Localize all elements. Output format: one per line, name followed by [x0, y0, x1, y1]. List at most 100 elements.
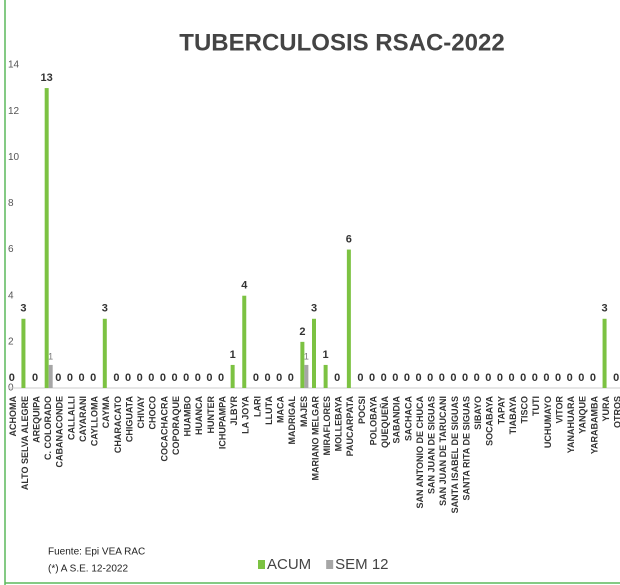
source-note: (*) A S.E. 12-2022 [48, 564, 128, 575]
value-label: 0 [416, 372, 422, 384]
value-label: 0 [427, 372, 433, 384]
x-tick-label: SAN JUAN DE TARUCANI [438, 396, 448, 506]
x-tick-label: JLBYR [229, 396, 239, 426]
value-label: 0 [532, 372, 538, 384]
x-tick-label: HUNTER [206, 396, 216, 434]
source-note: Fuente: Epi VEA RAC [48, 547, 145, 558]
x-tick-label: MIRAFLORES [322, 396, 332, 456]
value-label: 0 [55, 372, 61, 384]
value-label: 0 [78, 372, 84, 384]
x-tick-label: CAYARANI [78, 396, 88, 442]
bar [48, 364, 53, 388]
x-tick-label: MACA [276, 396, 286, 423]
x-tick-label: CABANACONDE [55, 396, 65, 468]
x-tick-label: UCHUMAYO [543, 396, 553, 448]
y-tick-label: 10 [8, 152, 20, 163]
value-label: 3 [311, 303, 317, 315]
value-label: 0 [613, 372, 619, 384]
value-label: 0 [125, 372, 131, 384]
y-tick-label: 8 [8, 198, 14, 209]
x-tick-label: CHIGUATA [124, 396, 134, 443]
value-label: 0 [206, 372, 212, 384]
value-label: 0 [485, 372, 491, 384]
x-tick-label: CAYLLOMA [90, 396, 100, 447]
value-label: 13 [41, 72, 53, 84]
x-tick-label: MOLLEBAYA [334, 396, 344, 452]
x-tick-label: CHOCO [148, 396, 158, 430]
x-tick-label: HUANCA [194, 396, 204, 435]
chart-title: TUBERCULOSIS RSAC-2022 [179, 29, 504, 56]
value-label: 0 [160, 372, 166, 384]
value-label: 0 [137, 372, 143, 384]
x-tick-label: ALTO SELVA ALEGRE [20, 396, 30, 490]
value-label: 0 [555, 372, 561, 384]
x-tick-label: MADRIGAL [287, 396, 297, 445]
value-label: 0 [381, 372, 387, 384]
x-tick-label: ICHUPAMPA [217, 396, 227, 450]
value-label: 0 [90, 372, 96, 384]
value-label: 0 [9, 372, 15, 384]
value-label: 0 [578, 372, 584, 384]
value-label: 0 [264, 372, 270, 384]
value-label: 0 [462, 372, 468, 384]
x-tick-label: AREQUIPA [31, 396, 41, 443]
value-label: 0 [509, 372, 515, 384]
x-tick-label: YURA [601, 396, 611, 422]
x-tick-label: MARIANO MELGAR [310, 396, 320, 481]
value-label: 0 [67, 372, 73, 384]
x-tick-label: POCSI [357, 396, 367, 424]
x-tick-label: TUTI [531, 396, 541, 416]
x-tick-label: SACHACA [403, 395, 413, 441]
value-label: 0 [439, 372, 445, 384]
value-label: 0 [392, 372, 398, 384]
value-label: 0 [543, 372, 549, 384]
value-label: 0 [567, 372, 573, 384]
y-tick-label: 2 [8, 336, 14, 347]
value-label: 0 [148, 372, 154, 384]
bar [300, 341, 305, 388]
value-label: 0 [474, 372, 480, 384]
x-tick-label: LA JOYA [241, 396, 251, 434]
x-tick-label: CHARACATO [113, 396, 123, 453]
x-tick-label: HUAMBO [183, 396, 193, 437]
value-label: 1 [48, 351, 53, 361]
bar [346, 249, 351, 388]
y-tick-label: 12 [8, 106, 20, 117]
value-label: 0 [276, 372, 282, 384]
x-tick-label: TAPAY [496, 396, 506, 424]
value-label: 0 [334, 372, 340, 384]
x-tick-label: SOCABAYA [485, 396, 495, 446]
x-tick-label: QUEQUEÑA [380, 396, 390, 449]
x-tick-label: YARABAMBA [589, 396, 599, 455]
value-label: 1 [230, 349, 236, 361]
x-tick-label: TIABAYA [508, 396, 518, 435]
x-tick-label: CAYMA [101, 396, 111, 429]
value-label: 0 [171, 372, 177, 384]
bar [242, 295, 247, 388]
value-label: 4 [241, 280, 248, 292]
x-tick-label: LARI [252, 396, 262, 417]
bar [312, 318, 316, 388]
value-label: 6 [346, 233, 352, 245]
x-tick-label: SAN JUAN DE SIGUAS [427, 396, 437, 494]
y-tick-label: 4 [8, 290, 14, 301]
x-tick-label: TISCO [520, 396, 530, 424]
x-tick-label: SAN ANTONIO DE CHUCA [415, 396, 425, 509]
bar [44, 88, 49, 389]
value-label: 0 [450, 372, 456, 384]
value-label: 1 [304, 351, 309, 361]
x-tick-label: POLOBAYA [368, 396, 378, 446]
x-tick-label: CHIVAY [136, 396, 146, 429]
bar [602, 318, 607, 388]
x-tick-label: SANTA ISABEL DE SIGUAS [450, 396, 460, 513]
value-label: 0 [357, 372, 363, 384]
value-label: 0 [404, 372, 410, 384]
value-label: 0 [253, 372, 259, 384]
bar [21, 318, 26, 388]
value-label: 0 [32, 372, 38, 384]
value-label: 3 [102, 303, 108, 315]
value-label: 0 [520, 372, 526, 384]
x-tick-label: C. COLORADO [43, 396, 53, 460]
x-tick-label: SABANDIA [392, 396, 402, 444]
